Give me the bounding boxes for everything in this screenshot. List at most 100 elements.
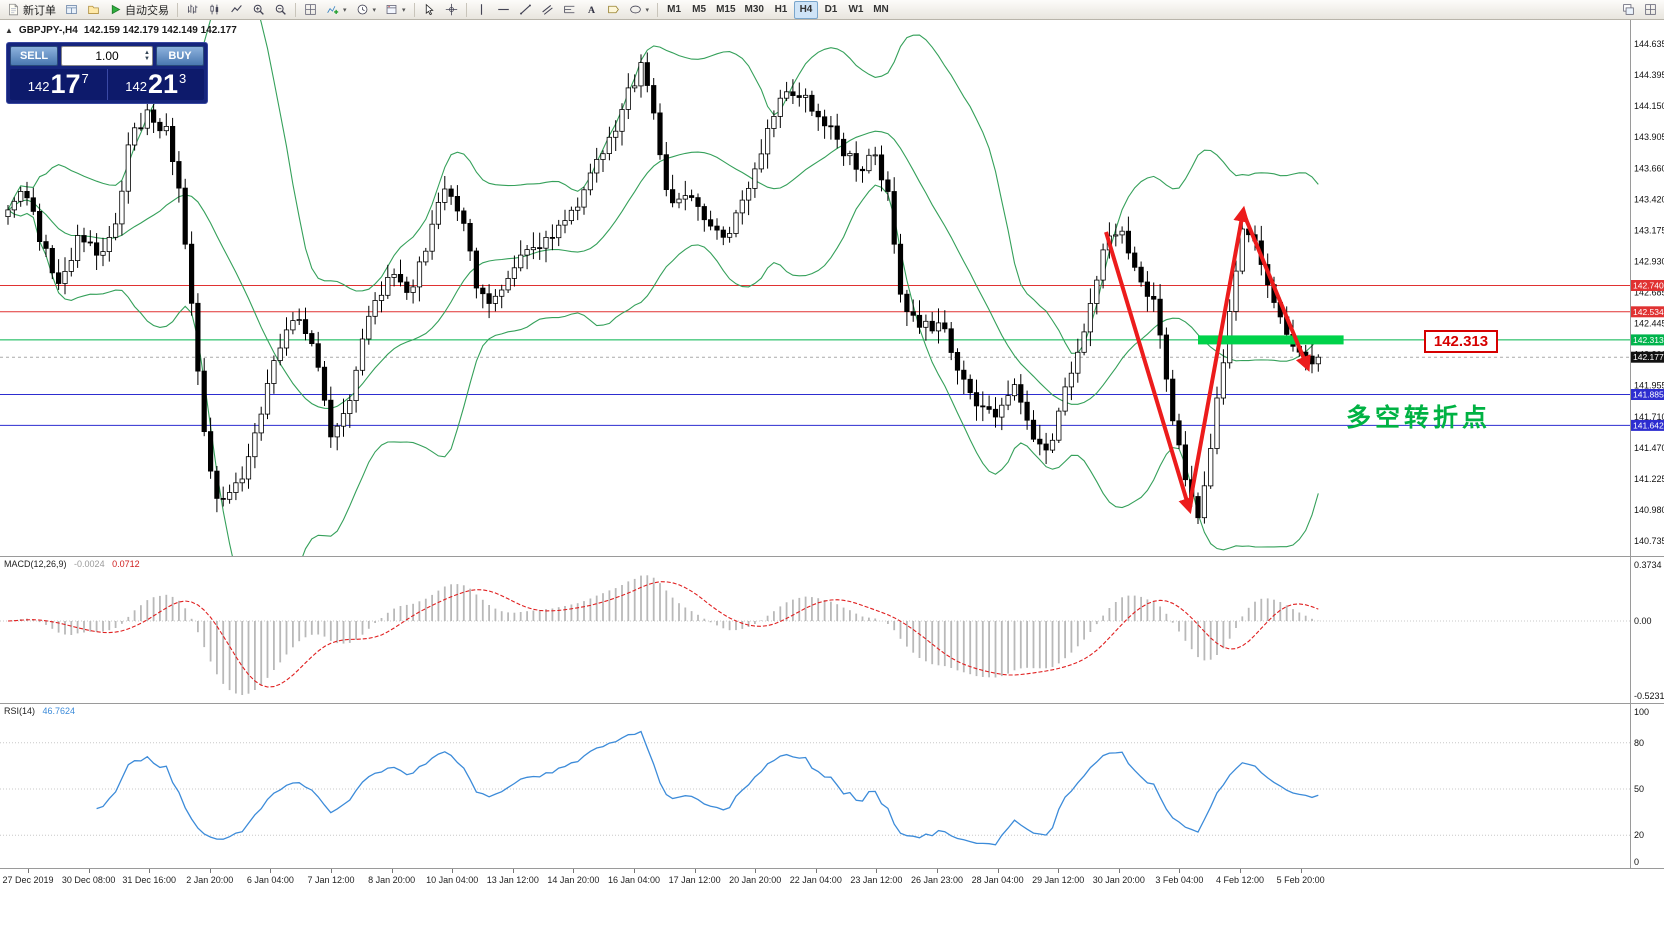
time-axis-tick: [573, 869, 575, 873]
timeframe-m5-button[interactable]: M5: [687, 1, 711, 19]
volume-value: 1.00: [95, 49, 119, 63]
volume-up-icon[interactable]: ▲: [144, 50, 150, 56]
shapes-button[interactable]: ▾: [625, 1, 654, 19]
svg-text:141.225: 141.225: [1634, 474, 1664, 484]
svg-text:141.885: 141.885: [1633, 390, 1664, 400]
cursor-button[interactable]: [419, 1, 440, 19]
turning-point-note[interactable]: 多空转折点: [1346, 404, 1492, 432]
svg-text:0.00: 0.00: [1634, 616, 1652, 626]
templates-button[interactable]: ▾: [381, 1, 410, 19]
horizontal-line-objects[interactable]: [0, 285, 1630, 426]
zoom-out-button[interactable]: [270, 1, 291, 19]
timeframe-mn-button[interactable]: MN: [869, 1, 893, 19]
vertical-line-button[interactable]: [471, 1, 492, 19]
macd-header: MACD(12,26,9) -0.0024 0.0712: [4, 559, 140, 569]
time-axis-tick: [1179, 869, 1181, 873]
rsi-line: [96, 730, 1319, 846]
channel-button[interactable]: [537, 1, 558, 19]
trendline-button[interactable]: [515, 1, 536, 19]
timeframe-h1-button[interactable]: H1: [769, 1, 793, 19]
line-chart-button[interactable]: [226, 1, 247, 19]
grid-icon: [304, 3, 317, 16]
timeframe-m1-button[interactable]: M1: [662, 1, 686, 19]
indicators-button[interactable]: ▾: [322, 1, 351, 19]
buy-price-base: 142: [125, 79, 147, 94]
channel-icon: [541, 3, 554, 16]
time-axis-tick: [28, 869, 29, 873]
time-axis-label: 17 Jan 12:00: [668, 875, 721, 885]
sell-price-display[interactable]: 142 17 7: [10, 69, 107, 100]
collapse-one-click-button[interactable]: ▲: [5, 26, 13, 35]
time-axis-label: 7 Jan 12:00: [307, 875, 355, 885]
crosshair-button[interactable]: [441, 1, 462, 19]
svg-text:143.420: 143.420: [1634, 194, 1664, 204]
symbol-title: GBPJPY-,H4: [18, 25, 78, 36]
price-callout-label[interactable]: 142.313: [1424, 330, 1498, 353]
zigzag-arrows[interactable]: [1104, 205, 1311, 515]
svg-text:143.175: 143.175: [1634, 225, 1664, 235]
time-axis-label: 29 Jan 12:00: [1032, 875, 1085, 885]
text-button[interactable]: A: [581, 1, 602, 19]
volume-down-icon[interactable]: ▼: [144, 56, 150, 62]
time-axis-label: 23 Jan 12:00: [850, 875, 903, 885]
time-axis-tick: [937, 869, 938, 873]
time-axis[interactable]: 27 Dec 2019 30 Dec 08:00 31 Dec 16:00 2 Jan…: [0, 868, 1664, 946]
macd-panel[interactable]: 0.3734 0.00 -0.5231: [0, 556, 1664, 703]
timeframe-h4-button[interactable]: H4: [793, 0, 818, 19]
new-order-button[interactable]: 新订单: [3, 1, 60, 19]
cursor-icon: [423, 3, 436, 16]
profiles-button[interactable]: [83, 1, 104, 19]
svg-text:142.177: 142.177: [1633, 352, 1664, 362]
buy-button[interactable]: BUY: [156, 46, 204, 66]
timeframe-d1-button[interactable]: D1: [819, 1, 843, 19]
svg-text:142.930: 142.930: [1634, 256, 1664, 266]
dropdown-caret-icon: ▾: [402, 6, 406, 14]
volume-field[interactable]: 1.00 ▲ ▼: [61, 46, 153, 66]
time-axis-label: 10 Jan 04:00: [426, 875, 479, 885]
macd-main-value: -0.0024: [74, 559, 105, 569]
buy-price-display[interactable]: 142 21 3: [108, 69, 205, 100]
cascade-windows-button[interactable]: [1618, 1, 1639, 19]
svg-text:-0.5231: -0.5231: [1634, 691, 1664, 701]
svg-text:143.660: 143.660: [1634, 163, 1664, 173]
autotrading-button[interactable]: 自动交易: [105, 1, 173, 19]
macd-title: MACD(12,26,9): [4, 559, 67, 569]
symbol-ohlc: 142.159 142.179 142.149 142.177: [83, 25, 237, 36]
rsi-panel[interactable]: 100 80 50 20 0: [0, 703, 1664, 868]
zoom-in-button[interactable]: [248, 1, 269, 19]
svg-text:141.470: 141.470: [1634, 443, 1664, 453]
symbol-header: ▲ GBPJPY-,H4 142.159 142.179 142.149 142…: [5, 25, 237, 36]
timeframe-m15-button[interactable]: M15: [712, 1, 739, 19]
time-axis-label: 5 Feb 20:00: [1276, 875, 1325, 885]
time-axis-tick: [1240, 869, 1241, 873]
label-button[interactable]: [603, 1, 624, 19]
time-axis-tick: [270, 869, 272, 873]
time-axis-tick: [149, 869, 151, 873]
periods-button[interactable]: ▾: [352, 1, 381, 19]
chart-window-button[interactable]: [61, 1, 82, 19]
timeframe-w1-button[interactable]: W1: [844, 1, 868, 19]
arrange-windows-button[interactable]: [1640, 1, 1661, 19]
label-icon: [607, 3, 620, 16]
price-scale[interactable]: 144.635 144.395 144.150 143.905 143.660 143.4…: [1630, 20, 1664, 556]
time-axis-tick: [694, 869, 696, 873]
svg-text:141.710: 141.710: [1634, 412, 1664, 422]
tile-windows-button[interactable]: [300, 1, 321, 19]
crosshair-icon: [445, 3, 458, 16]
fibonacci-button[interactable]: [559, 1, 580, 19]
candlestick-chart-button[interactable]: [204, 1, 225, 19]
svg-text:142.534: 142.534: [1633, 307, 1664, 317]
time-axis-label: 2 Jan 20:00: [186, 875, 234, 885]
bar-chart-button[interactable]: [182, 1, 203, 19]
svg-text:142.740: 142.740: [1633, 281, 1664, 291]
svg-text:142.313: 142.313: [1633, 335, 1664, 345]
sell-button[interactable]: SELL: [10, 46, 58, 66]
horizontal-line-button[interactable]: [493, 1, 514, 19]
highlight-zone[interactable]: [1198, 335, 1344, 345]
price-chart[interactable]: 144.635 144.395 144.150 143.905 143.660 143.4…: [0, 20, 1664, 556]
svg-text:A: A: [588, 5, 595, 16]
volume-spinner[interactable]: ▲ ▼: [144, 48, 150, 64]
toolbar-separator: [465, 2, 467, 17]
timeframe-m30-button[interactable]: M30: [741, 1, 768, 19]
candles-icon: [208, 3, 221, 16]
